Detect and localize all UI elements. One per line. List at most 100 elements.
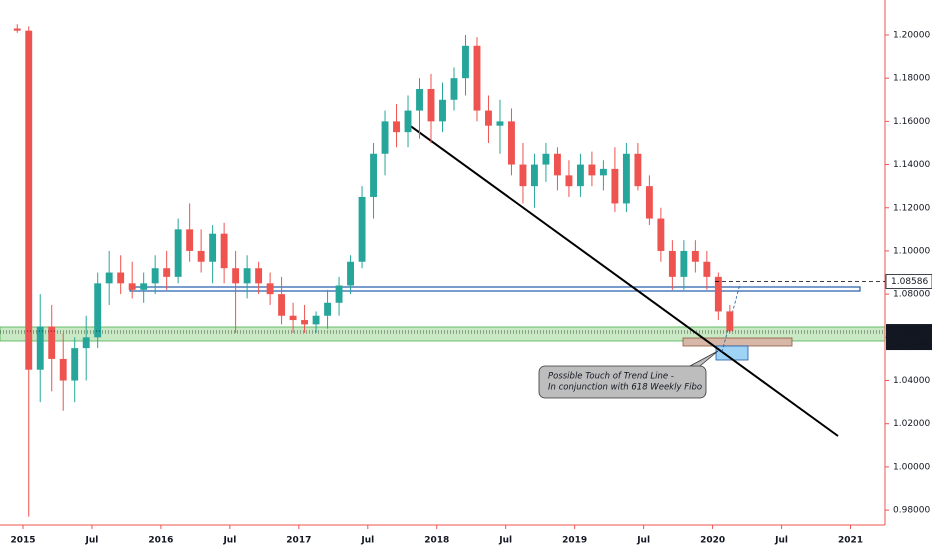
candle-body <box>576 164 584 187</box>
candle <box>450 67 458 111</box>
candle <box>599 160 607 191</box>
x-tick-label: 2018 <box>424 536 449 546</box>
candle <box>404 95 412 148</box>
candle-body <box>645 186 653 219</box>
x-tick-label: Jul <box>774 536 788 546</box>
candle <box>553 147 561 191</box>
candle-body <box>462 45 469 79</box>
candle-body <box>634 153 642 187</box>
candle <box>565 160 573 197</box>
candle <box>611 147 619 213</box>
x-tick-label: Jul <box>636 536 650 546</box>
candle <box>94 272 102 349</box>
candle-body <box>243 268 251 284</box>
candle <box>485 95 492 143</box>
candle <box>381 110 389 176</box>
candle <box>220 222 228 284</box>
candle-body <box>680 250 688 277</box>
y-tick-label: 1.08000 <box>893 290 930 300</box>
y-tick-label: 1.04000 <box>893 376 930 386</box>
candle-body <box>48 326 56 359</box>
candle <box>542 142 550 182</box>
candle <box>301 304 309 334</box>
candle-body <box>163 268 171 277</box>
candle <box>703 250 711 290</box>
y-tick-label: 1.16000 <box>893 117 930 127</box>
candle <box>105 250 113 305</box>
countdown-label: 3d 19h <box>897 339 928 349</box>
candle-body <box>485 110 492 126</box>
candle-body <box>519 164 527 187</box>
candle <box>657 207 665 262</box>
candle-body <box>71 348 79 381</box>
candle-body <box>668 250 676 277</box>
candle-body <box>531 164 538 187</box>
annotation-text: In conjunction with 618 Weekly Fibo <box>548 383 702 393</box>
candle-body <box>381 121 389 154</box>
y-tick-label: 1.12000 <box>893 203 930 213</box>
candle <box>588 151 596 187</box>
x-tick-label: Jul <box>498 536 512 546</box>
candle-body <box>220 233 228 269</box>
candle-body <box>335 285 343 303</box>
candle-body <box>36 326 44 370</box>
candle-body <box>186 229 194 251</box>
x-tick-label: 2017 <box>286 536 311 546</box>
candle-body <box>611 168 619 204</box>
candle-body <box>393 121 400 133</box>
candle <box>393 104 400 148</box>
candle-body <box>588 164 596 176</box>
annotation-text: Possible Touch of Trend Line - <box>548 372 674 382</box>
candle <box>36 294 44 403</box>
price-label-bg <box>886 324 932 351</box>
y-tick-label: 0.98000 <box>893 506 930 516</box>
candle-body <box>439 99 446 122</box>
candle-body <box>358 196 366 262</box>
candle-body <box>347 261 354 286</box>
y-tick-label: 1.14000 <box>893 160 930 170</box>
candle <box>255 261 263 295</box>
y-tick-label: 1.02000 <box>893 419 930 429</box>
candle <box>266 272 274 305</box>
candle <box>197 229 205 273</box>
candle <box>289 302 297 334</box>
candle-body <box>427 88 435 122</box>
candle <box>163 250 171 290</box>
candle-body <box>553 153 561 176</box>
candle <box>174 218 182 284</box>
x-tick-label: 2021 <box>838 536 863 546</box>
candle <box>680 240 688 290</box>
fibo-box <box>682 337 793 347</box>
candle-body <box>450 78 458 100</box>
candle <box>71 337 79 403</box>
candle <box>531 153 538 208</box>
candle <box>128 261 136 299</box>
candle <box>370 142 377 219</box>
candle-body <box>726 311 734 331</box>
candle-body <box>312 315 320 325</box>
candle <box>82 315 90 381</box>
candle-body <box>197 250 205 262</box>
price-label-bg <box>885 274 932 289</box>
candle-body <box>209 233 217 262</box>
candle-body <box>140 283 148 290</box>
candle <box>335 276 343 316</box>
candle-body <box>324 302 332 316</box>
candle <box>312 311 320 334</box>
x-tick-label: Jul <box>222 536 236 546</box>
candle <box>13 24 21 33</box>
candle <box>668 240 676 290</box>
candle-body <box>128 283 136 290</box>
price-label: 1.06291 <box>891 327 928 337</box>
candle <box>186 203 194 262</box>
candle-body <box>13 28 21 31</box>
candle-body <box>266 283 274 295</box>
candle-body <box>59 358 67 381</box>
candle <box>243 255 251 299</box>
candle-body <box>473 45 481 111</box>
candle <box>358 186 366 269</box>
candle <box>25 26 33 517</box>
candle <box>473 37 481 122</box>
candle <box>519 142 527 204</box>
